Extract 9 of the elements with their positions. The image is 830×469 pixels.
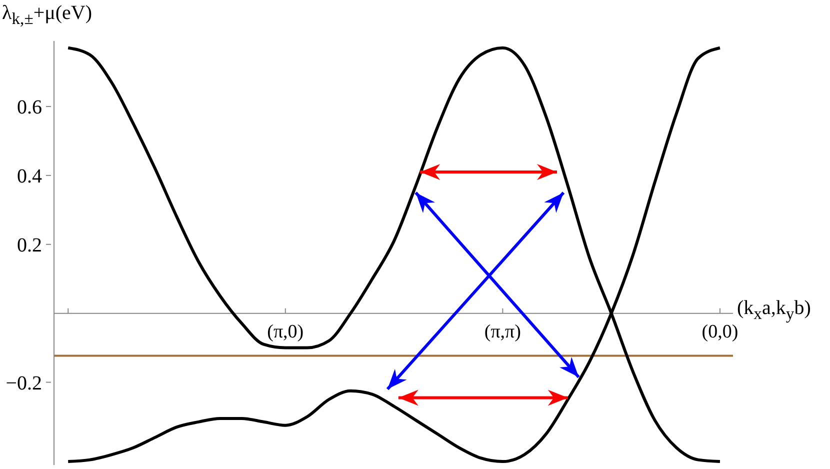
x-tick-label: (0,0) (702, 321, 738, 342)
y-tick-label: 0.2 (17, 234, 42, 256)
y-tick-label: −0.2 (6, 372, 42, 394)
y-tick-label: 0.6 (17, 96, 42, 118)
x-tick-label: (π,π) (484, 321, 521, 342)
x-axis-title: (k$_{x}$a,k$_{y}$b) (737, 297, 811, 324)
x-tick-label: (π,0) (267, 321, 304, 342)
y-tick-label: 0.4 (17, 165, 42, 188)
y-axis-title: λ$_{k,±}$+μ(eV) (2, 2, 92, 29)
